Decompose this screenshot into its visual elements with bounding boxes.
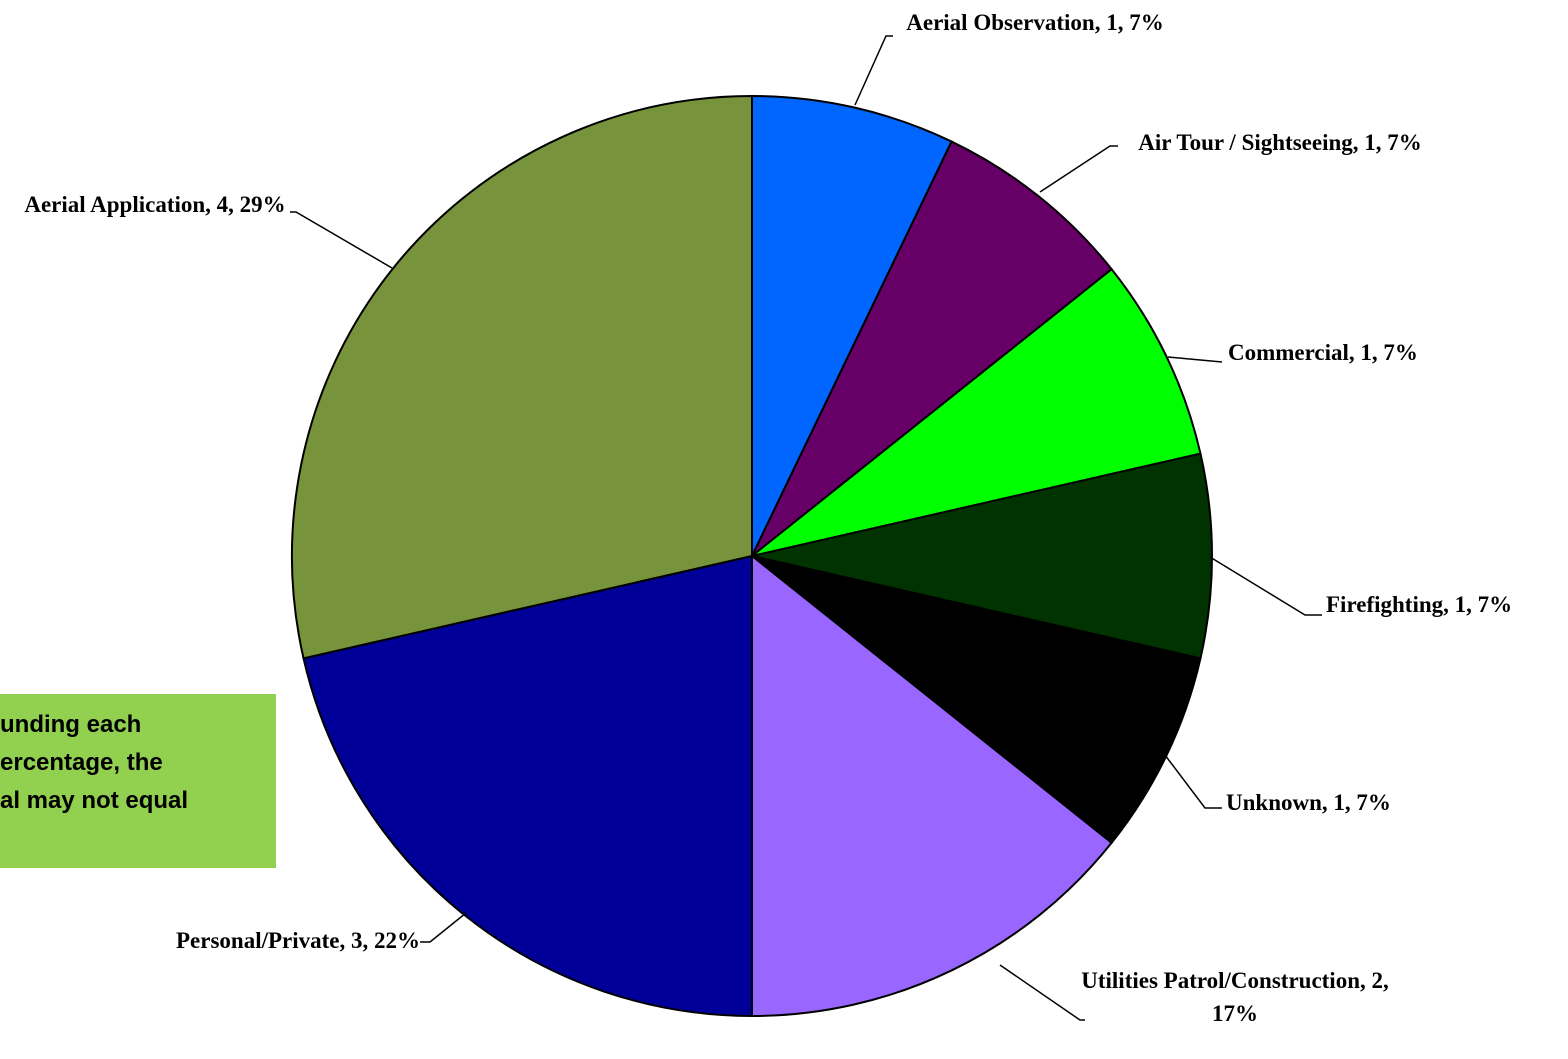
leader-line: [1039, 145, 1118, 193]
pie-slice: [751, 267, 1202, 557]
leader-line: [999, 964, 1085, 1021]
data-label: Personal/Private, 3, 22%: [175, 928, 420, 953]
note-box: unding each ercentage, the al may not equa…: [0, 694, 276, 868]
leader-line: [1167, 356, 1223, 363]
leader-line: [420, 912, 467, 943]
pie-slice: [751, 555, 1202, 845]
data-label: Firefighting, 1, 7%: [1326, 592, 1513, 617]
leader-line: [1209, 556, 1322, 616]
data-label: Unknown, 1, 7%: [1226, 790, 1391, 815]
leader-line: [1164, 754, 1222, 809]
pie-slice: [751, 452, 1214, 660]
note-line: ercentage, the: [0, 749, 163, 776]
data-label: Aerial Observation, 1, 7%: [906, 10, 1164, 35]
pie-slice: [291, 94, 753, 660]
data-label: Utilities Patrol/Construction, 2, 17%: [1081, 968, 1389, 1026]
data-label: Air Tour / Sightseeing, 1, 7%: [1138, 130, 1422, 155]
pie-slice: [751, 140, 1114, 557]
pie-slice: [302, 554, 753, 1018]
leader-line: [290, 211, 393, 269]
pie-slice: [751, 553, 1114, 1018]
data-label: Commercial, 1, 7%: [1228, 340, 1418, 365]
note-line: unding each: [0, 711, 142, 738]
note-line: al may not equal: [0, 787, 189, 814]
data-label: Aerial Application, 4, 29%: [24, 192, 286, 217]
pie-slice: [751, 94, 953, 557]
leader-line: [854, 35, 893, 106]
